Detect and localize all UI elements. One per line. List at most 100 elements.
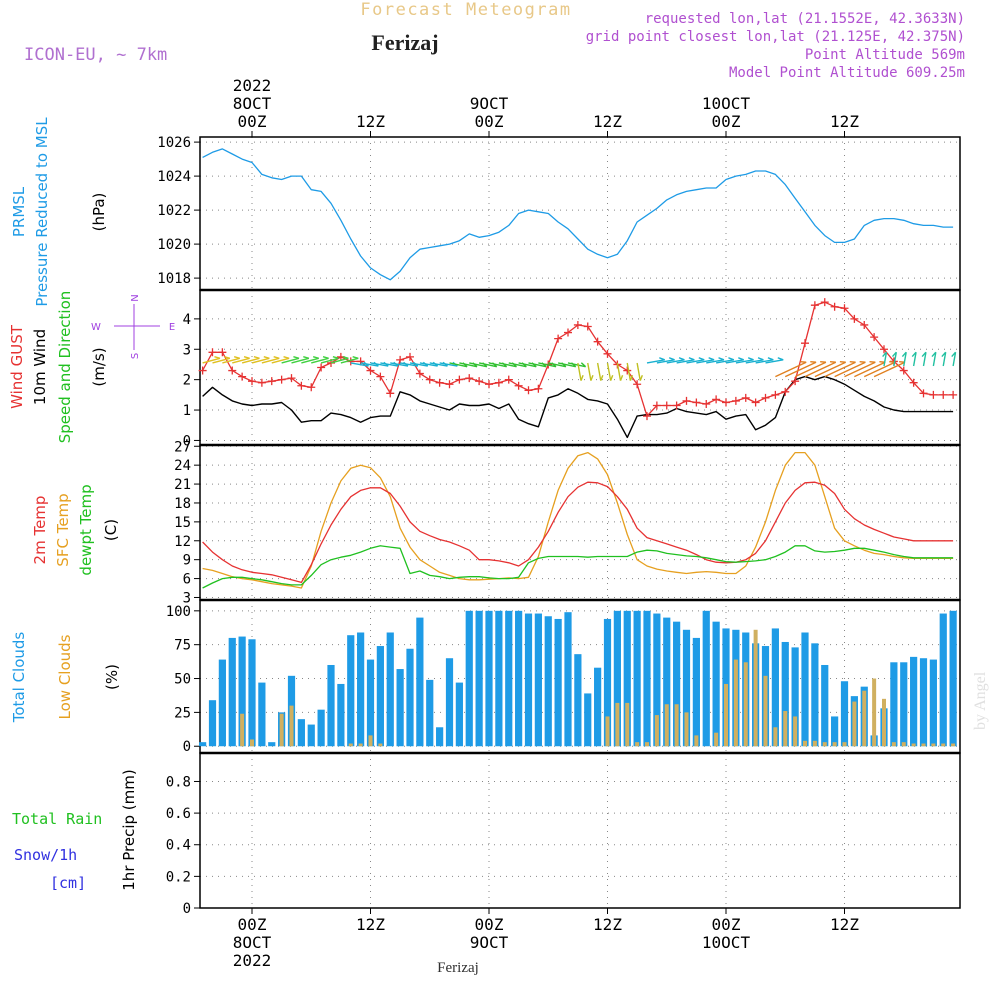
temperature-ytick-label: 3 (183, 590, 191, 606)
total-cloud-bar (218, 659, 226, 747)
gust-marker (208, 348, 217, 357)
snow-unit: [cm] (50, 874, 86, 892)
total-cloud-bar (406, 648, 414, 747)
pressure-ytick-label: 1026 (157, 135, 191, 151)
wind-direction-arrow (596, 362, 602, 381)
total-cloud-bar (554, 618, 562, 747)
total-cloud-bar (949, 610, 957, 747)
gust-marker (435, 378, 444, 387)
wind-arrow-head (869, 360, 876, 363)
total-cloud-bar (594, 667, 602, 747)
total-cloud-bar (603, 618, 612, 747)
wind-direction-arrow (469, 362, 488, 368)
total-cloud-bar (475, 610, 483, 747)
compass-w: W (91, 322, 101, 333)
total-cloud-bar (248, 639, 256, 747)
total-cloud-bar (831, 716, 839, 747)
gust-marker (248, 377, 256, 386)
bottom-axis-label: 00Z (712, 915, 741, 934)
precip-ytick-label: 0.4 (166, 838, 191, 854)
wind-arrow-head (590, 374, 594, 381)
wind-direction-arrow (646, 359, 665, 364)
wind-direction-arrow (528, 362, 547, 368)
wind-arrow-head (322, 356, 329, 359)
gust-marker (406, 352, 414, 361)
total-cloud-bar (939, 613, 947, 747)
wind-direction-arrow (439, 362, 458, 367)
low-cloud-bar (911, 743, 916, 747)
wind-arrow-head (738, 357, 744, 361)
wind-direction-arrow (202, 357, 221, 364)
gust-marker (455, 375, 464, 384)
low-cloud-bar (615, 702, 620, 747)
wind-direction-arrow (429, 362, 448, 367)
wind-arrow-head (243, 356, 250, 359)
low-cloud-bar (714, 732, 719, 747)
wind-arrow-head (263, 356, 270, 359)
clouds-ytick-label: 0 (183, 739, 191, 755)
precip-ytick-label: 0.2 (166, 869, 191, 885)
total-cloud-bar (910, 656, 918, 747)
clouds-unit: (%) (103, 664, 121, 690)
gust-marker (722, 398, 730, 407)
total-cloud-bar (919, 658, 928, 747)
low-cloud-bar (368, 735, 373, 747)
wind-arrow-head (891, 351, 897, 358)
model-label: ICON-EU, ~ 7km (24, 45, 167, 65)
low-cloud-bar (931, 743, 936, 747)
low-cloud-bar (872, 678, 877, 747)
wind-ytick-label: 4 (183, 312, 191, 328)
total-cloud-bar (199, 742, 207, 747)
gust-marker (485, 380, 493, 389)
gust-marker (376, 372, 385, 381)
gust-marker (662, 401, 671, 410)
gust-marker (307, 383, 316, 392)
pressure-panel: 1018 1020 1022 1024 1026 (157, 135, 961, 291)
wind-direction-arrow (587, 362, 592, 381)
low-cloud-bar (635, 742, 640, 747)
gust-marker (840, 304, 849, 313)
wind-arrow-head (273, 356, 280, 359)
gust-marker (504, 375, 513, 384)
wind-direction-arrow (498, 362, 517, 368)
top-axis-label: 12Z (356, 112, 385, 131)
wind-direction-arrow (281, 357, 300, 364)
gust-marker (731, 396, 740, 405)
wind-ytick-label: 3 (183, 342, 191, 358)
forecast-title: Forecast Meteogram (360, 0, 571, 20)
wind-arrow-head (214, 356, 221, 359)
low-cloud-bar (625, 702, 630, 747)
wind-ytick-label: 2 (183, 373, 191, 389)
prmsl-label: PRMSL (10, 186, 28, 237)
bottom-axis-date: 9OCT (470, 933, 509, 952)
gust-marker (317, 363, 326, 372)
wind-direction-arrow (883, 352, 888, 367)
wind-direction-arrow (735, 359, 754, 364)
wind-direction-arrow (271, 357, 290, 364)
total-clouds-label: Total Clouds (10, 632, 28, 724)
precip-ytick-label: 0.8 (166, 774, 191, 790)
wind-arrow-head (253, 356, 260, 359)
low-cloud-bar (783, 711, 788, 747)
wind-direction-arrow (212, 357, 231, 364)
pressure-line (202, 148, 954, 281)
total-cloud-bar (258, 682, 266, 747)
gust-marker (514, 381, 523, 390)
low-cloud-bar (891, 742, 896, 747)
total-cloud-bar (811, 643, 819, 747)
total-cloud-bar (633, 610, 641, 747)
wind-direction-arrow (232, 357, 250, 364)
low-cloud-bar (289, 705, 294, 747)
wind-direction-arrow (449, 362, 468, 368)
gust-marker (702, 399, 711, 408)
total-cloud-bar (801, 632, 809, 747)
wind-direction-arrow (330, 357, 349, 364)
wind-arrow-head (708, 357, 715, 361)
clouds-ytick-label: 100 (166, 604, 191, 620)
wind-direction-arrow (952, 352, 957, 367)
total-cloud-bar (386, 632, 394, 747)
total-cloud-bar (574, 654, 582, 747)
wind-direction-arrow (932, 352, 937, 367)
gust-marker (909, 378, 918, 387)
wind-direction-arrow (360, 362, 379, 367)
